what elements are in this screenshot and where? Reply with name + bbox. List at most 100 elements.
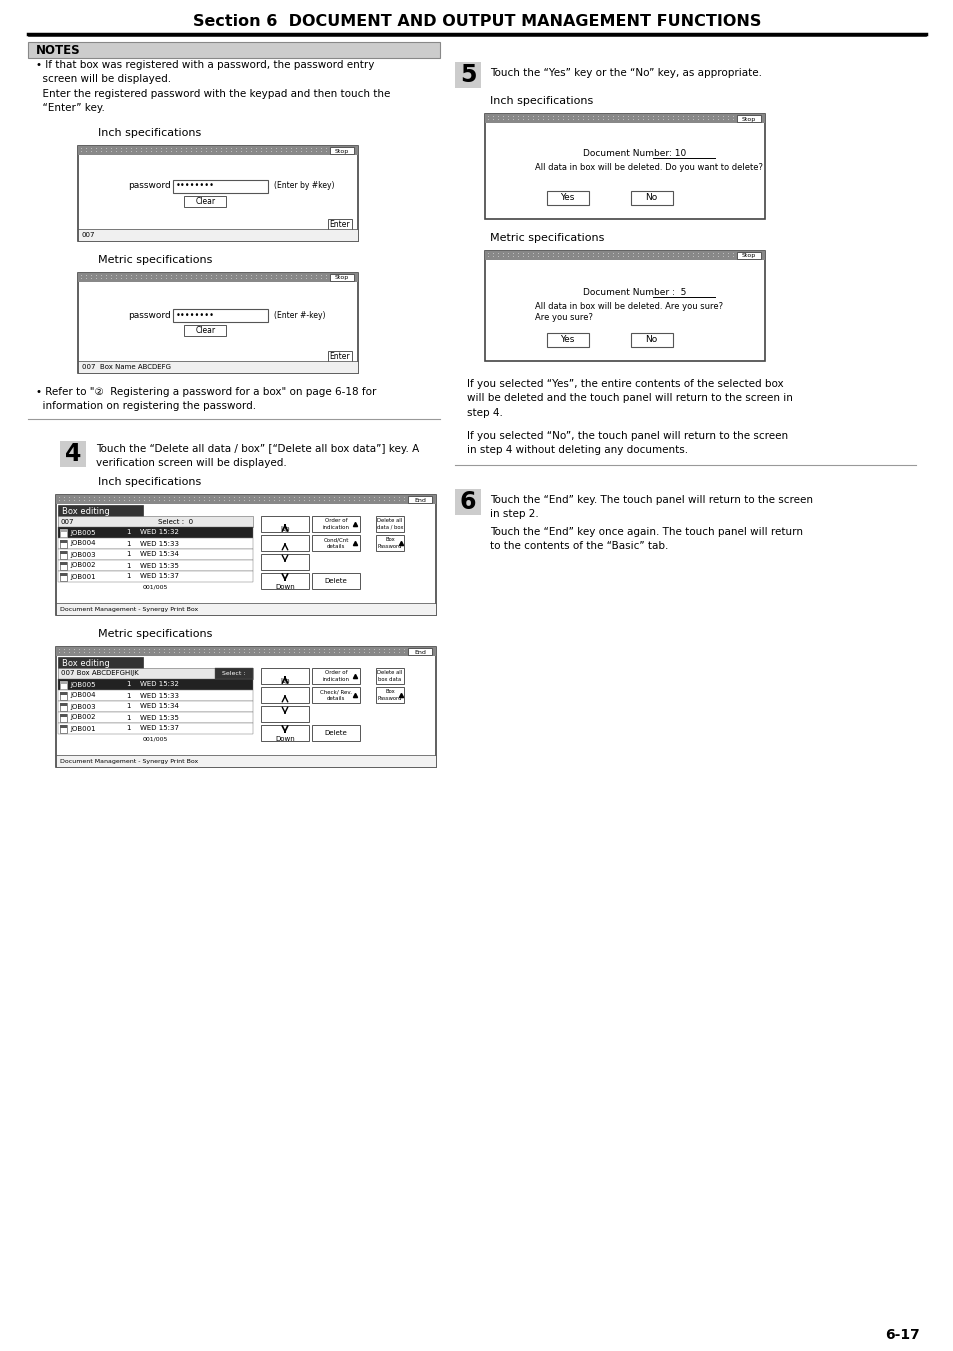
Text: Down: Down — [274, 584, 294, 590]
Text: Order of
indication: Order of indication — [322, 519, 349, 530]
Bar — [60, 573, 67, 576]
Bar — [546, 332, 588, 347]
Bar — [60, 692, 67, 694]
Text: 1: 1 — [126, 704, 131, 709]
Text: Enter: Enter — [330, 353, 350, 361]
Text: JOB005: JOB005 — [70, 681, 95, 688]
Bar — [60, 528, 67, 536]
Bar — [546, 190, 588, 205]
Text: (Enter #-key): (Enter #-key) — [274, 311, 325, 319]
Text: If you selected “No”, the touch panel will return to the screen
in step 4 withou: If you selected “No”, the touch panel wi… — [467, 431, 787, 455]
Bar — [56, 494, 436, 615]
Text: Stop: Stop — [335, 276, 349, 281]
Text: Delete all
data / box: Delete all data / box — [376, 519, 403, 530]
Text: WED 15:33: WED 15:33 — [140, 693, 179, 698]
Text: Inch specifications: Inch specifications — [98, 477, 201, 486]
Text: Inch specifications: Inch specifications — [490, 96, 593, 105]
Text: WED 15:37: WED 15:37 — [140, 725, 179, 731]
Bar — [56, 494, 436, 504]
Text: WED 15:33: WED 15:33 — [140, 540, 179, 547]
Text: 1: 1 — [126, 725, 131, 731]
Text: All data in box will be deleted. Are you sure?: All data in box will be deleted. Are you… — [535, 303, 722, 311]
Text: WED 15:32: WED 15:32 — [140, 530, 178, 535]
Bar — [214, 667, 253, 680]
Bar — [60, 703, 67, 707]
Text: JOB002: JOB002 — [70, 562, 95, 569]
Bar — [261, 688, 309, 703]
Bar — [737, 115, 760, 122]
Bar — [56, 755, 436, 767]
Bar — [312, 573, 359, 589]
Bar — [60, 562, 67, 570]
Bar — [261, 725, 309, 740]
Bar — [78, 146, 357, 155]
Text: 4: 4 — [65, 442, 81, 466]
Text: Box editing: Box editing — [62, 658, 110, 667]
Text: WED 15:34: WED 15:34 — [140, 551, 178, 558]
Text: JOB003: JOB003 — [70, 551, 95, 558]
Bar — [58, 538, 253, 549]
Bar — [312, 535, 359, 551]
Text: Section 6  DOCUMENT AND OUTPUT MANAGEMENT FUNCTIONS: Section 6 DOCUMENT AND OUTPUT MANAGEMENT… — [193, 15, 760, 30]
Text: 1: 1 — [126, 530, 131, 535]
Text: JOB002: JOB002 — [70, 715, 95, 720]
Text: 6-17: 6-17 — [884, 1328, 919, 1342]
Bar — [328, 351, 352, 362]
Text: password: password — [128, 311, 171, 319]
Bar — [261, 707, 309, 721]
Text: Stop: Stop — [741, 254, 756, 258]
Text: 6: 6 — [459, 490, 476, 513]
Text: Metric specifications: Metric specifications — [98, 255, 213, 265]
Text: Document Management - Synergy Print Box: Document Management - Synergy Print Box — [60, 758, 198, 763]
Bar — [455, 489, 480, 515]
Bar — [78, 230, 357, 240]
Bar — [484, 113, 764, 219]
Text: Yes: Yes — [559, 335, 575, 345]
Bar — [28, 42, 439, 58]
Bar — [261, 535, 309, 551]
Text: Select :  0: Select : 0 — [158, 519, 193, 524]
Text: WED 15:32: WED 15:32 — [140, 681, 178, 688]
Bar — [60, 713, 67, 717]
Bar — [60, 440, 86, 467]
Text: 1: 1 — [126, 562, 131, 569]
Text: Stop: Stop — [741, 116, 756, 122]
Bar — [58, 712, 253, 723]
Text: JOB001: JOB001 — [70, 725, 95, 731]
Bar — [312, 688, 359, 703]
Bar — [408, 648, 432, 655]
Text: WED 15:35: WED 15:35 — [140, 562, 178, 569]
Text: Down: Down — [274, 736, 294, 742]
Text: ••••••••: •••••••• — [175, 181, 214, 190]
Text: Up: Up — [280, 678, 290, 684]
Bar — [261, 554, 309, 570]
Text: ••••••••: •••••••• — [175, 311, 214, 319]
Bar — [261, 573, 309, 589]
Text: Touch the “Yes” key or the “No” key, as appropriate.: Touch the “Yes” key or the “No” key, as … — [490, 68, 761, 78]
Bar — [56, 647, 436, 767]
Bar — [58, 571, 253, 582]
Bar — [58, 680, 253, 690]
Text: Metric specifications: Metric specifications — [98, 630, 213, 639]
Bar — [60, 550, 67, 558]
Bar — [60, 539, 67, 543]
Text: 007  Box Name ABCDEFG: 007 Box Name ABCDEFG — [82, 363, 171, 370]
Text: JOB003: JOB003 — [70, 704, 95, 709]
Bar — [737, 253, 760, 259]
Text: 007: 007 — [82, 232, 95, 238]
Bar — [330, 147, 354, 154]
Text: Yes: Yes — [559, 193, 575, 203]
Bar — [261, 667, 309, 684]
Text: Enter: Enter — [330, 220, 350, 230]
Text: JOB004: JOB004 — [70, 540, 95, 547]
Text: WED 15:34: WED 15:34 — [140, 704, 178, 709]
Bar — [60, 573, 67, 581]
Text: 001/005: 001/005 — [143, 585, 168, 589]
Text: Box
Password: Box Password — [377, 689, 402, 701]
Bar — [60, 724, 67, 732]
Text: 5: 5 — [459, 63, 476, 86]
Bar — [184, 196, 226, 207]
Bar — [78, 361, 357, 373]
Text: password: password — [128, 181, 171, 190]
Bar — [328, 219, 352, 230]
